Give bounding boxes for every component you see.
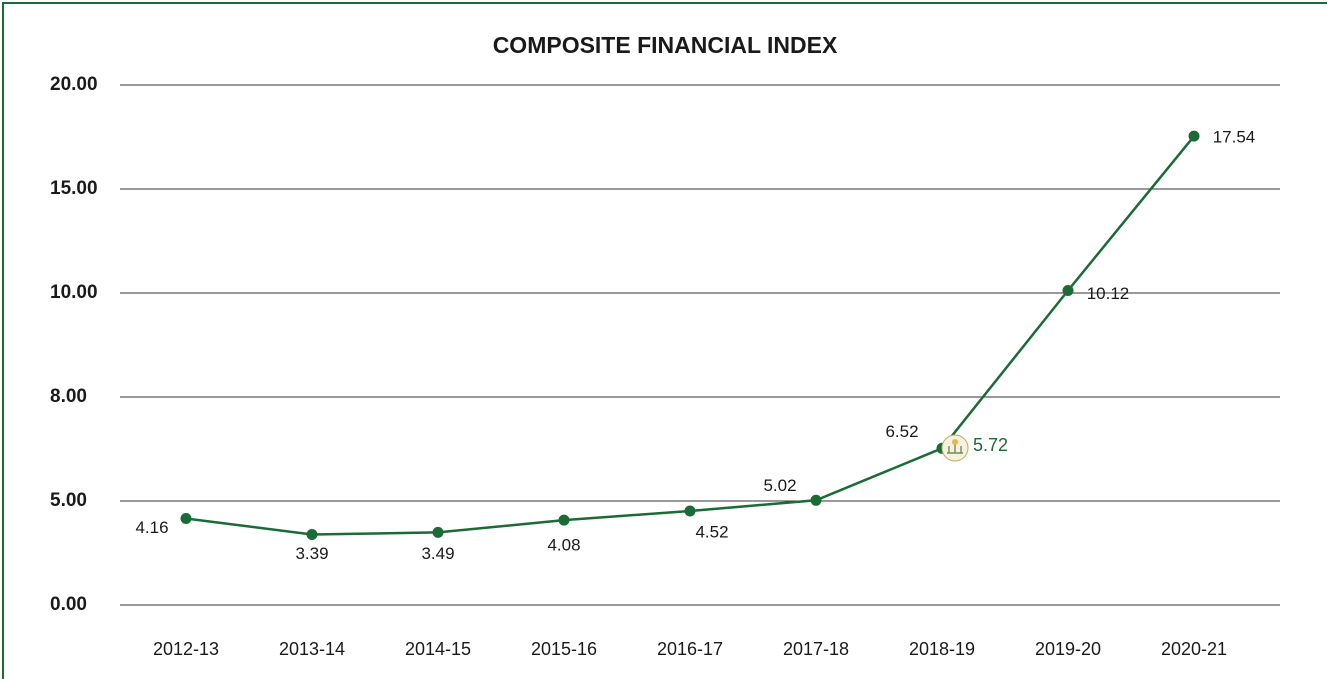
line xyxy=(185,135,1195,536)
x-tick-label: 2015-16 xyxy=(531,639,597,659)
y-tick-label: 20.00 xyxy=(50,74,98,95)
x-tick-label: 2014-15 xyxy=(405,639,471,659)
x-tick-label: 2013-14 xyxy=(279,639,345,659)
point xyxy=(810,494,822,506)
y-tick-label: 15.00 xyxy=(50,178,98,199)
data-label: 3.39 xyxy=(295,544,328,563)
data-label: 4.08 xyxy=(547,536,580,555)
logo-sun xyxy=(952,439,958,445)
x-tick-label: 2017-18 xyxy=(783,639,849,659)
point xyxy=(558,514,570,526)
logo-detail xyxy=(947,444,963,454)
point xyxy=(306,528,318,540)
point xyxy=(432,526,444,538)
y-tick-label: 10.00 xyxy=(50,282,98,303)
data-label: 6.52 xyxy=(885,422,918,441)
y-tick-label: 5.00 xyxy=(50,490,87,511)
y-tick-label: 0.00 xyxy=(50,594,87,615)
point xyxy=(684,505,696,517)
data-label: 10.12 xyxy=(1087,284,1130,303)
y-tick-label: 8.00 xyxy=(50,386,87,407)
data-label: 5.02 xyxy=(763,476,796,495)
chart-title: COMPOSITE FINANCIAL INDEX xyxy=(493,32,838,58)
data-label: 17.54 xyxy=(1213,128,1256,147)
x-tick-label: 2018-19 xyxy=(909,639,975,659)
data-label: 4.16 xyxy=(135,518,168,537)
data-label: 3.49 xyxy=(421,544,454,563)
x-tick-label: 2019-20 xyxy=(1035,639,1101,659)
x-tick-label: 2016-17 xyxy=(657,639,723,659)
x-tick-label: 2012-13 xyxy=(153,639,219,659)
point xyxy=(180,512,192,524)
annotation: 5.72 xyxy=(973,435,1008,455)
x-tick-label: 2020-21 xyxy=(1161,639,1227,659)
data-label: 4.52 xyxy=(695,522,728,541)
point xyxy=(1188,130,1200,142)
point xyxy=(1062,285,1074,297)
